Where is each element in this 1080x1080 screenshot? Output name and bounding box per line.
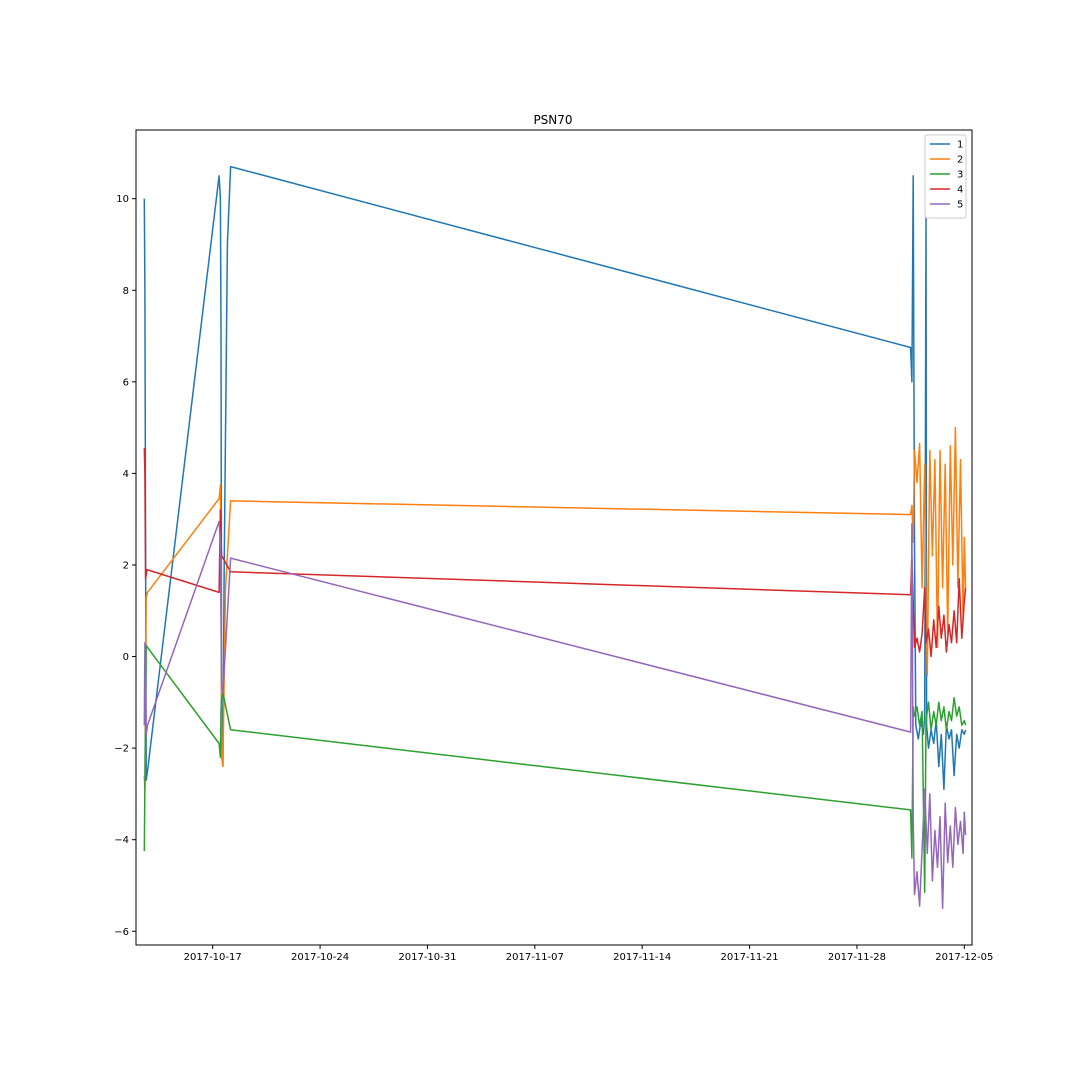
x-tick-label: 2017-11-28 xyxy=(828,952,886,963)
x-tick-label: 2017-10-24 xyxy=(291,952,349,963)
x-tick-label: 2017-10-17 xyxy=(184,952,242,963)
legend-label-2: 2 xyxy=(957,155,963,166)
series-line-1 xyxy=(143,165,967,791)
y-tick-label: −2 xyxy=(114,744,129,755)
y-tick-label: 2 xyxy=(123,560,129,571)
y-tick-label: 6 xyxy=(123,377,129,388)
series-layer xyxy=(143,165,967,910)
legend-label-5: 5 xyxy=(957,200,963,211)
series-line-3 xyxy=(143,644,967,894)
legend-label-1: 1 xyxy=(957,140,963,151)
x-axis: 2017-10-17 2017-10-24 2017-10-31 2017-11-07… xyxy=(184,945,993,963)
plot-frame xyxy=(135,129,973,946)
x-tick-label: 2017-12-05 xyxy=(935,952,993,963)
y-axis: −6 −4 −2 0 2 4 6 8 10 xyxy=(114,194,136,938)
series-line-4 xyxy=(143,448,967,658)
y-tick-label: 10 xyxy=(116,194,129,205)
chart-title: PSN70 xyxy=(533,113,572,127)
legend: 1 2 3 4 5 xyxy=(924,134,967,219)
y-tick-label: 0 xyxy=(123,652,129,663)
series-line-5 xyxy=(143,520,967,910)
x-tick-label: 2017-11-07 xyxy=(506,952,564,963)
x-tick-label: 2017-11-21 xyxy=(721,952,779,963)
x-tick-label: 2017-10-31 xyxy=(398,952,456,963)
legend-label-4: 4 xyxy=(957,185,963,196)
y-tick-label: 4 xyxy=(123,469,129,480)
legend-label-3: 3 xyxy=(957,170,963,181)
y-tick-label: 8 xyxy=(123,286,129,297)
x-tick-label: 2017-11-14 xyxy=(613,952,671,963)
y-tick-label: −4 xyxy=(114,835,129,846)
legend-box xyxy=(924,134,967,219)
y-tick-label: −6 xyxy=(114,927,129,938)
